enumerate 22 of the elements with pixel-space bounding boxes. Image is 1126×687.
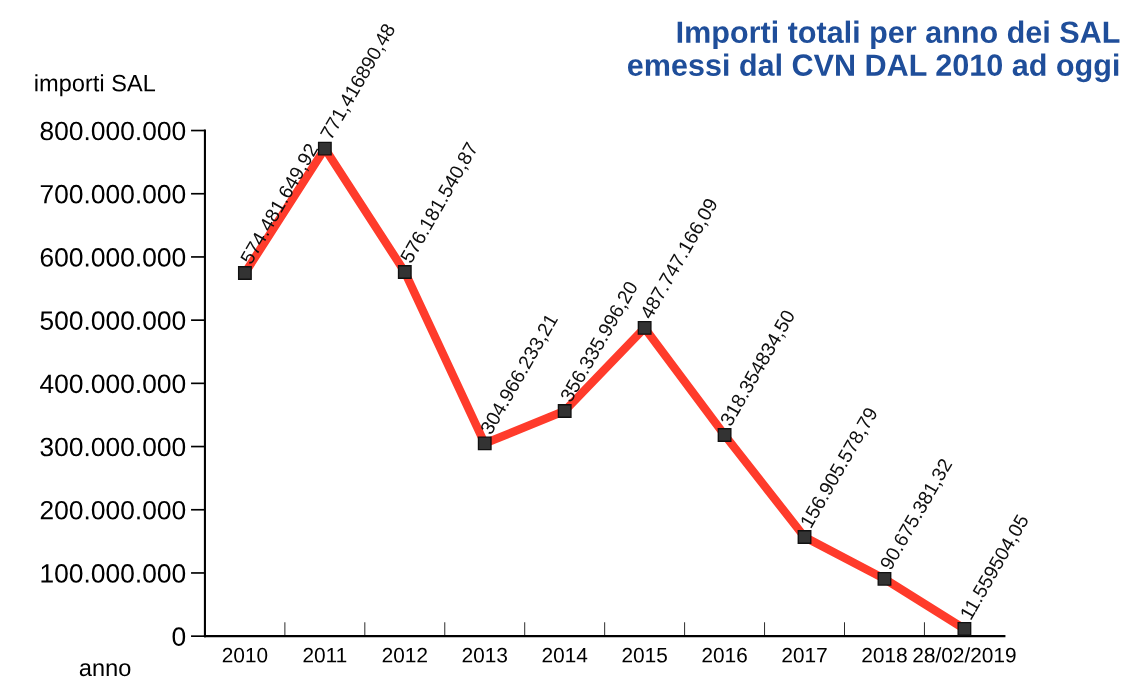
x-tick-label: 2017 — [782, 647, 827, 663]
y-tick-label: 800.000.000 — [40, 121, 186, 141]
x-tick-label: 2012 — [382, 647, 427, 663]
y-tick-label: 400.000.000 — [40, 374, 186, 394]
y-axis-title: importi SAL — [35, 74, 156, 97]
y-tick-label: 200.000.000 — [40, 500, 186, 520]
x-tick-label: 2018 — [862, 647, 907, 663]
x-tick-label: 2014 — [542, 647, 588, 663]
x-tick-label: 2013 — [462, 647, 507, 663]
y-tick-label: 700.000.000 — [40, 184, 186, 204]
y-tick-label: 0 — [172, 627, 186, 646]
x-tick-label: 2010 — [222, 647, 268, 663]
x-axis-title: anno — [79, 663, 131, 677]
y-tick-label: 500.000.000 — [40, 311, 186, 330]
x-tick-label: 2011 — [303, 647, 347, 663]
x-tick-label: 2016 — [702, 647, 747, 663]
y-tick-label: 100.000.000 — [41, 564, 186, 583]
y-tick-label: 600.000.000 — [40, 248, 186, 267]
y-tick-label: 300.000.000 — [40, 437, 186, 457]
x-tick-label: 2015 — [622, 647, 667, 663]
x-tick-label: 28/02/2019 — [913, 647, 1016, 663]
chart-title: Importi totali per anno dei SAL emessi dal CVN DAL 2010 ad oggi — [627, 20, 1120, 83]
